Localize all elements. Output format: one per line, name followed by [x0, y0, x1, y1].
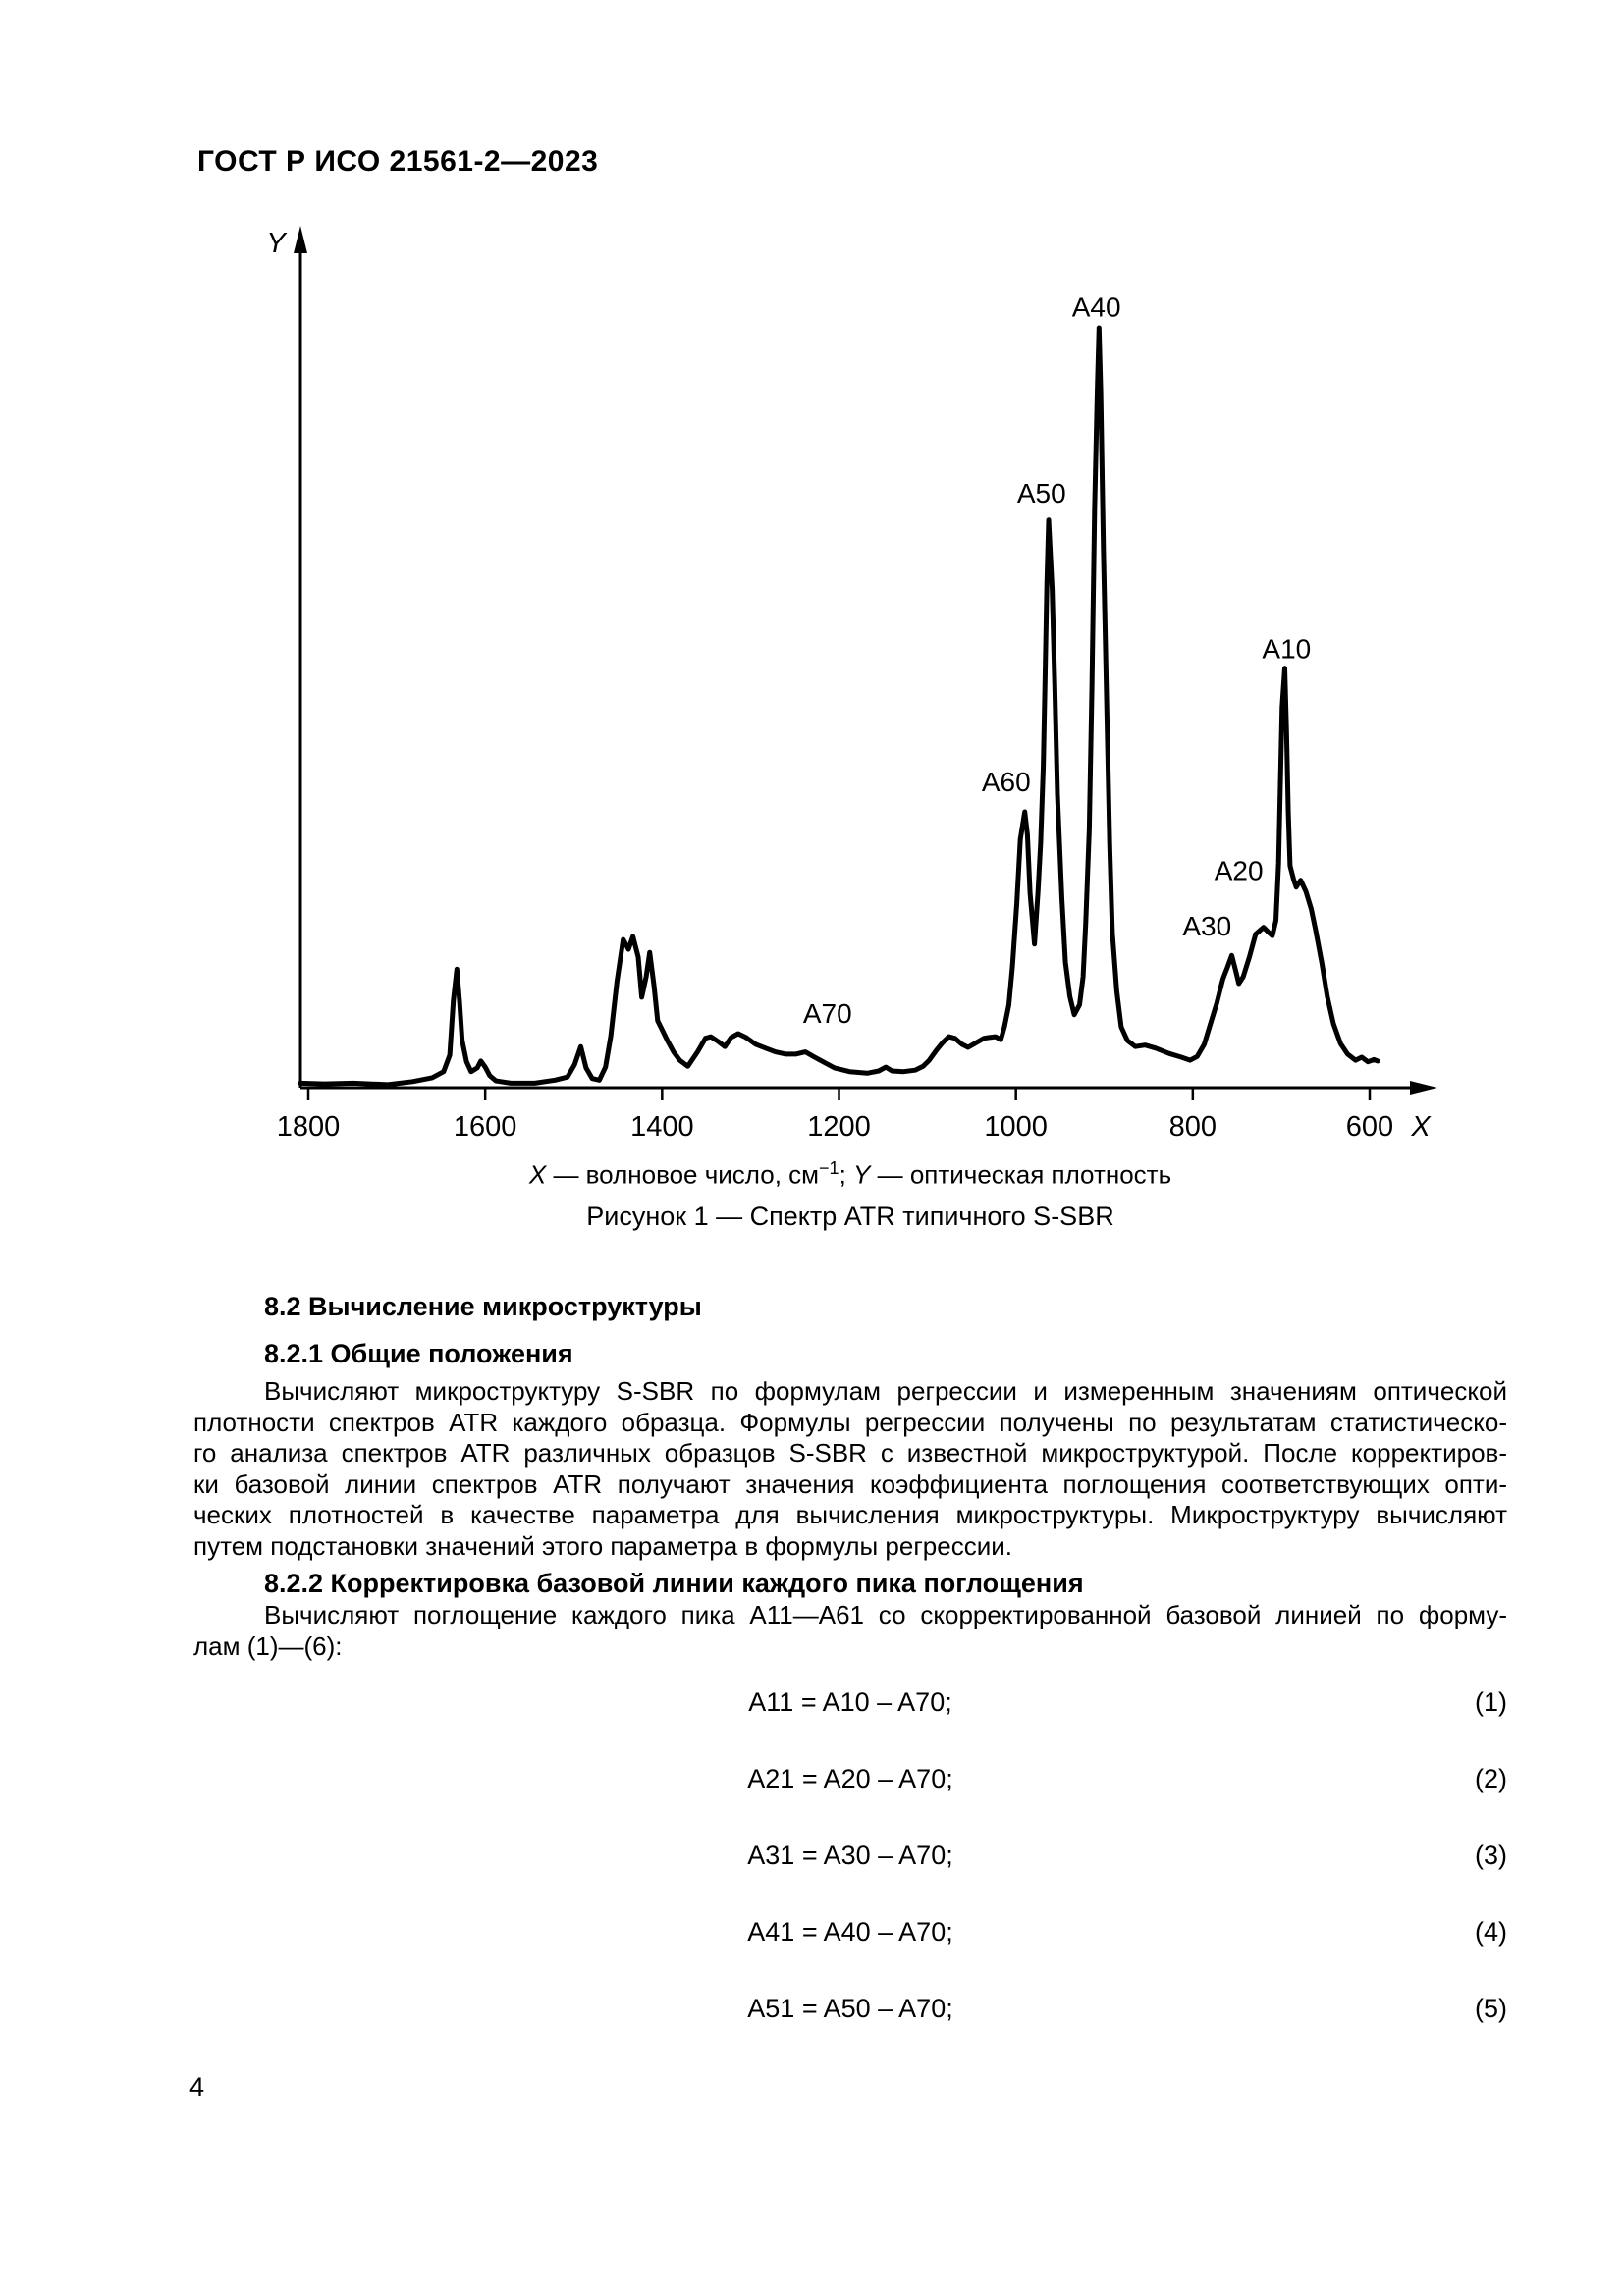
figure-caption: Рисунок 1 — Спектр ATR типичного S-SBR — [586, 1201, 1114, 1231]
paragraph-baseline-correction: Вычисляют поглощение каждого пика A11—A6… — [193, 1600, 1507, 1662]
figure-axis-legend: X — волновое число, см−1; Y — оптическая… — [193, 1158, 1507, 1191]
x-tick-label-600: 600 — [1346, 1111, 1393, 1143]
paragraph-general: Вычисляют микроструктуру S-SBR по формул… — [193, 1376, 1507, 1562]
legend-x-superscript: −1 — [819, 1158, 839, 1178]
peak-label-a20: A20 — [1215, 856, 1264, 886]
spectrum-curve — [298, 325, 1380, 1088]
para1-line-6: путем подстановки значений этого парамет… — [193, 1530, 1012, 1561]
formula-1-expression: A11 = A10 – A70; — [748, 1687, 952, 1717]
formula-3: A31 = A30 – A70; (3) — [193, 1841, 1507, 1871]
x-tick-label-1800: 1800 — [277, 1111, 341, 1143]
formula-3-expression: A31 = A30 – A70; — [747, 1841, 953, 1870]
para1-line-1: Вычисляют микроструктуру S-SBR по формул… — [264, 1376, 1507, 1406]
formula-5: A51 = A50 – A70; (5) — [193, 1994, 1507, 2024]
heading-8-2-1: 8.2.1 Общие положения — [264, 1339, 573, 1368]
para2-line-2: лам (1)—(6): — [193, 1630, 343, 1661]
x-tick-label-1000: 1000 — [984, 1111, 1048, 1143]
legend-y-var: Y — [853, 1159, 871, 1190]
peak-label-a10: A10 — [1262, 634, 1311, 665]
legend-x-text: — волновое число, см — [546, 1159, 820, 1190]
peak-label-a50: A50 — [1017, 478, 1066, 508]
legend-x-var: X — [528, 1159, 547, 1190]
formula-5-expression: A51 = A50 – A70; — [747, 1994, 953, 2023]
peak-label-a30: A30 — [1182, 911, 1231, 941]
para1-line-5: ческих плотностей в качестве параметра д… — [193, 1500, 1507, 1529]
para2-line-1: Вычисляют поглощение каждого пика A11—A6… — [264, 1600, 1507, 1629]
x-axis-arrowhead — [1410, 1081, 1437, 1095]
x-tick-label-1200: 1200 — [807, 1111, 871, 1143]
x-axis-label: X — [1410, 1111, 1432, 1143]
spectrum-chart: Y X 1800 1600 1400 1200 1000 800 600 A10 A20 A30 A40… — [266, 226, 1437, 1143]
formula-2: A21 = A20 – A70; (2) — [193, 1764, 1507, 1794]
para1-line-4: ки базовой линии спектров ATR получают з… — [193, 1468, 1507, 1499]
document-header: ГОСТ Р ИСО 21561-2—2023 — [197, 145, 599, 178]
y-axis-label: Y — [266, 228, 288, 259]
formula-5-number: (5) — [1475, 1994, 1507, 2023]
peak-label-a40: A40 — [1072, 292, 1121, 322]
formula-4: A41 = A40 – A70; (4) — [193, 1917, 1507, 1948]
peak-label-a60: A60 — [982, 767, 1031, 797]
x-tick-label-1400: 1400 — [630, 1111, 694, 1143]
peak-label-a70: A70 — [803, 998, 852, 1029]
para1-line-3: го анализа спектров ATR различных образц… — [193, 1438, 1507, 1468]
formula-2-number: (2) — [1475, 1764, 1507, 1793]
formula-1: A11 = A10 – A70; (1) — [193, 1687, 1507, 1718]
legend-y-text: — оптическая плотность — [870, 1159, 1172, 1190]
formula-1-number: (1) — [1475, 1687, 1507, 1717]
y-axis-arrowhead — [294, 226, 307, 253]
x-tick-label-800: 800 — [1169, 1111, 1217, 1143]
formula-4-expression: A41 = A40 – A70; — [747, 1917, 953, 1947]
para1-line-2: плотности спектров ATR каждого образца. … — [193, 1407, 1507, 1437]
x-tick-label-1600: 1600 — [454, 1111, 517, 1143]
formula-3-number: (3) — [1475, 1841, 1507, 1870]
heading-8-2: 8.2 Вычисление микроструктуры — [264, 1292, 702, 1321]
heading-8-2-2: 8.2.2 Корректировка базовой линии каждог… — [264, 1569, 1084, 1598]
legend-separator: ; — [839, 1159, 854, 1190]
page-number: 4 — [189, 2072, 205, 2102]
formula-2-expression: A21 = A20 – A70; — [747, 1764, 953, 1793]
formula-4-number: (4) — [1475, 1917, 1507, 1947]
